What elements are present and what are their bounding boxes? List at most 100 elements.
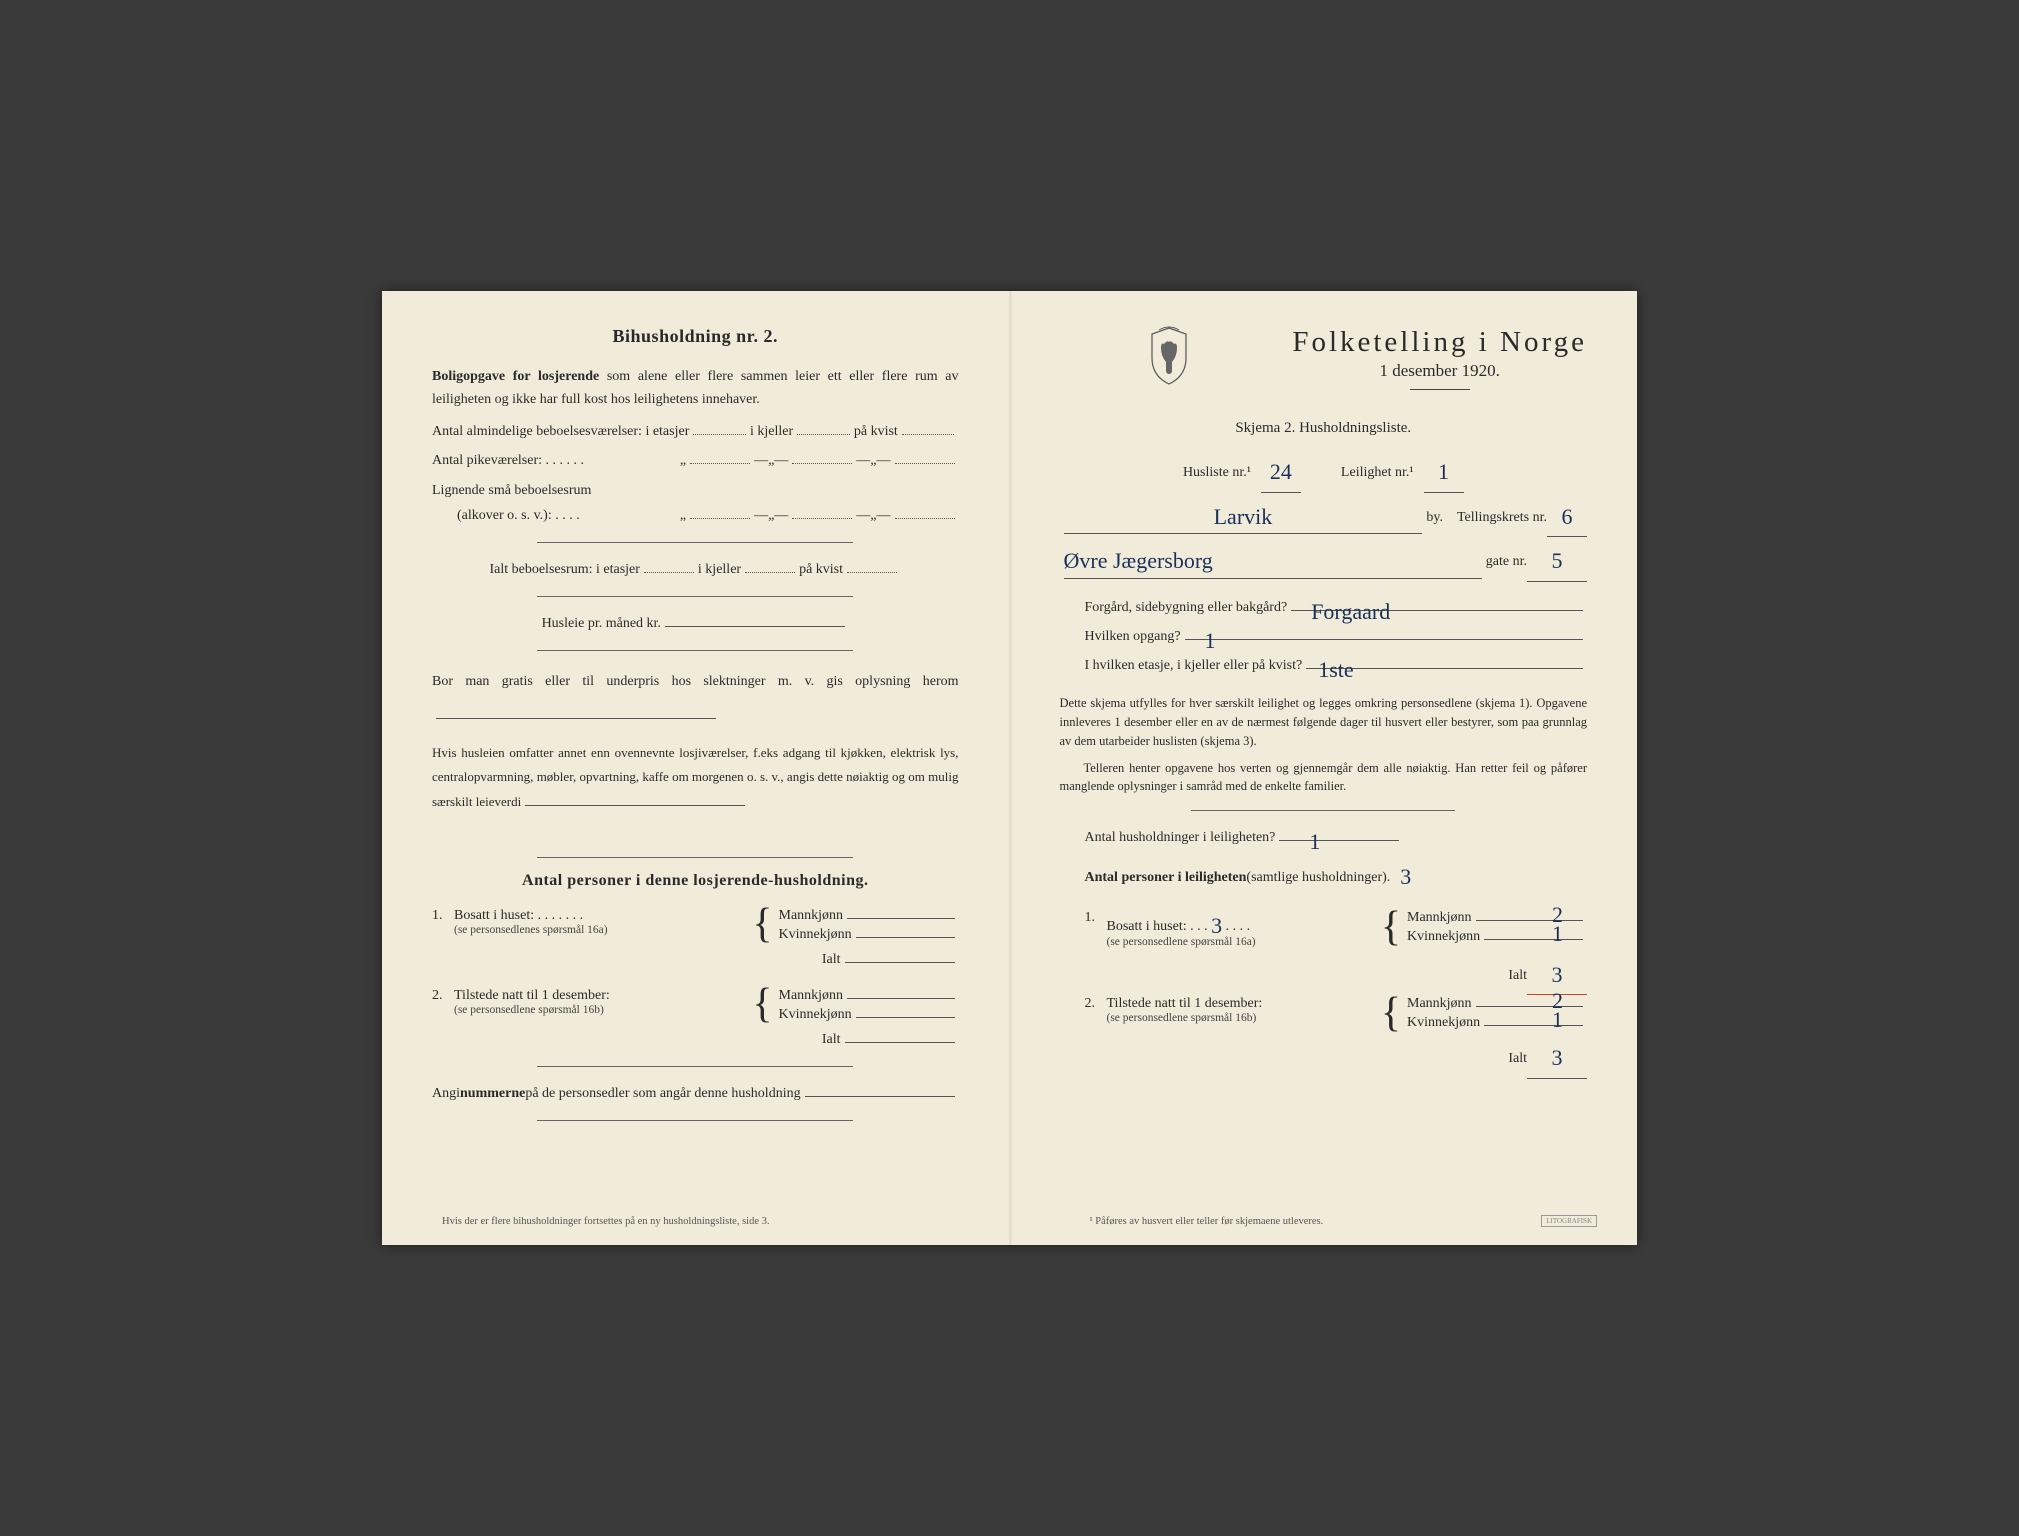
fill [845, 962, 955, 963]
rq1-total: Ialt3 [1060, 952, 1588, 993]
fill [436, 718, 716, 719]
fill [805, 1096, 955, 1097]
lbl-total-b: i kjeller [698, 557, 741, 582]
rq2-small: (se personsedlene spørsmål 16b) [1107, 1012, 1371, 1024]
fill [693, 434, 746, 435]
lbl-maidrooms: Antal pikeværelser: . . . . . . [432, 448, 584, 473]
rq2-row: 2. Tilstede natt til 1 desember: (se per… [1085, 996, 1588, 1031]
fill [847, 918, 954, 919]
lbl-etasje: I hvilken etasje, i kjeller eller på kvi… [1085, 653, 1303, 678]
q2-num: 2. [432, 988, 454, 1004]
divider [1191, 810, 1455, 811]
val-q2-female: 1 [1552, 1007, 1563, 1033]
fill [792, 518, 852, 519]
lbl-total: Ialt [1508, 1046, 1527, 1071]
fill [690, 463, 750, 464]
lbl-bedrooms-a: Antal almindelige beboelsesværelser: i e… [432, 419, 689, 444]
lbl-bedrooms-c: på kvist [854, 419, 898, 444]
lbl-forgard: Forgård, sidebygning eller bakgård? [1085, 595, 1288, 620]
rq1-brace: { Mannkjønn2 Kvinnekjønn1 [1379, 910, 1587, 945]
val-gate: 5 [1527, 541, 1587, 582]
fill: 1 [1484, 1025, 1583, 1026]
fill [792, 463, 852, 464]
row-maidrooms: Antal pikeværelser: . . . . . . „ —„— —„… [432, 448, 959, 473]
intro-para: Boligopgave for losjerende som alene ell… [432, 365, 959, 411]
q2-label: Tilstede natt til 1 desember: [454, 988, 742, 1004]
fill [895, 518, 955, 519]
rq2-total: Ialt3 [1060, 1035, 1588, 1076]
q2-brace: { Mannkjønn Kvinnekjønn [750, 988, 958, 1023]
q1-label: Bosatt i huset: . . . . . . . [454, 908, 742, 924]
lbl-gratis: Bor man gratis eller til underpris hos s… [432, 674, 959, 689]
divider [537, 542, 853, 543]
divider [537, 650, 853, 651]
q1-row: 1. Bosatt i huset: . . . . . . . (se per… [432, 908, 959, 943]
lbl-total-c: på kvist [799, 557, 843, 582]
lbl-by: by. [1426, 505, 1443, 530]
q2-row: 2. Tilstede natt til 1 desember: (se per… [432, 988, 959, 1023]
fill [847, 572, 897, 573]
val-hush: 1 [1279, 840, 1399, 841]
lbl-num-bold: nummerne [460, 1081, 525, 1106]
val-q1-female: 1 [1552, 921, 1563, 947]
val-pers: 3 [1400, 857, 1411, 897]
divider [537, 1120, 853, 1121]
fill: 2 [1476, 920, 1583, 921]
val-etasje: 1ste [1306, 668, 1583, 669]
fill [690, 518, 750, 519]
divider [1410, 389, 1470, 390]
subtitle: 1 desember 1920. [1292, 361, 1587, 381]
sec2-title: Antal personer i denne losjerende-hushol… [432, 872, 959, 890]
fill [797, 434, 850, 435]
val-q2-total: 3 [1527, 1038, 1587, 1079]
row-alcove-b: (alkover o. s. v.): . . . . „ —„— —„— [457, 503, 959, 528]
skjema-label: Skjema 2. Husholdningsliste. [1060, 420, 1588, 437]
divider [537, 1066, 853, 1067]
brace-icon: { [752, 988, 772, 1022]
lbl-num-pre: Angi [432, 1081, 460, 1106]
lbl-gate: gate nr. [1486, 549, 1527, 574]
row-extras: Hvis husleien omfatter annet enn ovennev… [432, 741, 959, 815]
q1-total: Ialt [432, 947, 959, 972]
lbl-total: Ialt [1508, 963, 1527, 988]
val-city: Larvik [1064, 494, 1423, 535]
row-etasje: I hvilken etasje, i kjeller eller på kvi… [1085, 653, 1588, 678]
val-forgard: Forgaard [1291, 610, 1583, 611]
instructions-2: Telleren henter opgavene hos verten og g… [1060, 759, 1588, 797]
rq2-brace: { Mannkjønn2 Kvinnekjønn1 [1379, 996, 1587, 1031]
lbl-female: Kvinnekjønn [1407, 929, 1480, 945]
val-street: Øvre Jægersborg [1064, 538, 1482, 579]
q1-small: (se personsedlenes spørsmål 16a) [454, 924, 742, 936]
lbl-total-a: Ialt beboelsesrum: i etasjer [489, 557, 639, 582]
lbl-husliste: Husliste nr.¹ [1183, 460, 1251, 485]
rq2-label: Tilstede natt til 1 desember: [1107, 996, 1371, 1012]
right-footnote: ¹ Påføres av husvert eller teller før sk… [1090, 1216, 1324, 1227]
row-hush: Antal husholdninger i leiligheten? 1 [1085, 825, 1588, 850]
rq1-row: 1. Bosatt i huset: . . . 3 . . . . (se p… [1085, 910, 1588, 948]
rq1-label: Bosatt i huset: . . . 3 . . . . [1107, 910, 1371, 936]
lbl-male: Mannkjønn [1407, 910, 1472, 926]
q2-small: (se personsedlene spørsmål 16b) [454, 1004, 742, 1016]
rq1-small: (se personsedlene spørsmål 16a) [1107, 936, 1371, 948]
val-bosatt: 3 [1211, 913, 1222, 938]
row-alcove-a: Lignende små beboelsesrum [432, 478, 959, 503]
fill [644, 572, 694, 573]
fill [665, 626, 845, 627]
lbl-extras: Hvis husleien omfatter annet enn ovennev… [432, 745, 959, 809]
lbl-male: Mannkjønn [1407, 996, 1472, 1012]
fill [845, 1042, 955, 1043]
row-rent: Husleie pr. måned kr. [432, 611, 959, 636]
row-gratis: Bor man gratis eller til underpris hos s… [432, 665, 959, 732]
q2-total: Ialt [432, 1027, 959, 1052]
fill [895, 463, 955, 464]
fill [847, 998, 954, 999]
lbl-total: Ialt [822, 947, 841, 972]
lbl-opgang: Hvilken opgang? [1085, 624, 1181, 649]
lbl-alcove-b: (alkover o. s. v.): . . . . [457, 503, 580, 528]
row-bedrooms: Antal almindelige beboelsesværelser: i e… [432, 419, 959, 444]
lbl-male: Mannkjønn [779, 988, 844, 1004]
val-opgang: 1 [1185, 639, 1583, 640]
q1-num: 1. [432, 908, 454, 924]
lbl-female: Kvinnekjønn [779, 927, 852, 943]
fill [525, 805, 745, 806]
